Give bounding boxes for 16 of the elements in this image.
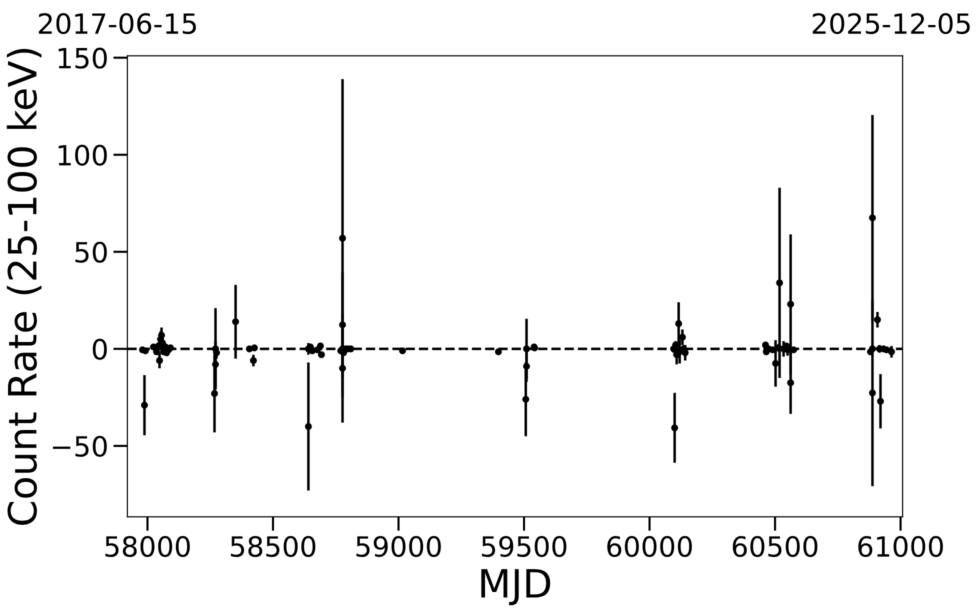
y-tick-label: −50 <box>52 436 107 457</box>
x-tick-label: 61000 <box>858 536 943 558</box>
x-axis-title: MJD <box>481 569 550 606</box>
y-axis-title: Count Rate (25-100 keV) <box>6 48 42 525</box>
x-tick-label: 60000 <box>607 536 692 558</box>
y-tick-label: 150 <box>58 48 107 69</box>
y-tick-label: 0 <box>92 338 107 360</box>
x-tick-label: 59000 <box>356 536 441 558</box>
text: 2025-12-05 <box>812 13 970 34</box>
y-tick-label: 50 <box>75 242 107 263</box>
x-tick-label: 58000 <box>105 536 190 558</box>
y-tick-label: 100 <box>58 144 107 166</box>
text: 2017-06-15 <box>38 13 196 34</box>
x-tick-label: 60500 <box>732 536 818 558</box>
x-tick-label: 59500 <box>482 536 566 558</box>
x-tick-label: 58500 <box>230 536 316 558</box>
